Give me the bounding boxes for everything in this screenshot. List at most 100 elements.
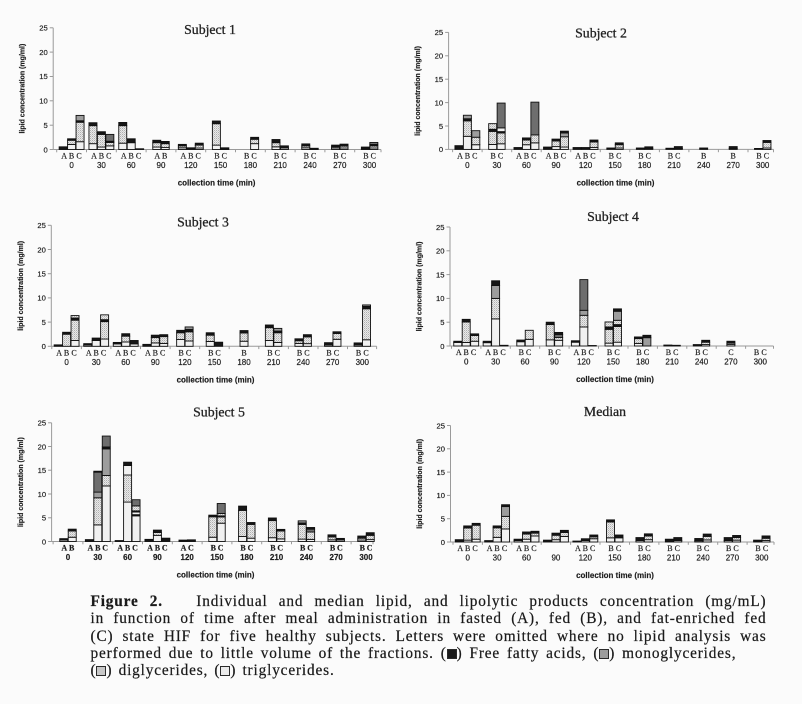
svg-text:270: 270 <box>330 553 344 562</box>
svg-text:240: 240 <box>303 161 317 170</box>
svg-text:A: A <box>61 544 67 553</box>
svg-text:B: B <box>326 348 331 357</box>
svg-text:B: B <box>94 348 99 357</box>
svg-text:B: B <box>493 348 498 357</box>
svg-text:A: A <box>485 348 491 357</box>
svg-text:B: B <box>548 348 553 357</box>
svg-text:B: B <box>179 348 184 357</box>
svg-text:A: A <box>145 348 151 357</box>
svg-text:C: C <box>222 152 227 161</box>
svg-text:0: 0 <box>465 554 470 563</box>
svg-text:30: 30 <box>92 358 101 367</box>
svg-text:C: C <box>645 544 650 553</box>
svg-text:C: C <box>218 544 224 553</box>
svg-text:C: C <box>341 152 346 161</box>
svg-text:150: 150 <box>214 161 228 170</box>
svg-text:C: C <box>248 544 254 553</box>
svg-text:C: C <box>675 151 680 160</box>
svg-text:B: B <box>155 544 161 553</box>
svg-text:C: C <box>102 544 108 553</box>
svg-text:B: B <box>211 544 217 553</box>
svg-text:60: 60 <box>522 161 531 170</box>
svg-text:B: B <box>297 348 302 357</box>
svg-text:B: B <box>300 544 306 553</box>
svg-text:A: A <box>154 152 160 161</box>
svg-text:C: C <box>561 151 566 160</box>
svg-text:120: 120 <box>181 553 195 562</box>
svg-text:300: 300 <box>756 161 770 170</box>
svg-text:5: 5 <box>42 318 46 327</box>
svg-text:C: C <box>703 348 708 357</box>
svg-text:20: 20 <box>435 52 443 61</box>
svg-text:150: 150 <box>208 358 222 367</box>
svg-text:collection time (min): collection time (min) <box>178 179 256 188</box>
svg-text:collection time (min): collection time (min) <box>576 571 654 580</box>
svg-text:10: 10 <box>37 294 45 303</box>
svg-text:A: A <box>61 152 67 161</box>
svg-text:B: B <box>524 151 529 160</box>
svg-text:30: 30 <box>491 358 500 367</box>
svg-text:B: B <box>304 152 309 161</box>
svg-text:A: A <box>181 544 187 553</box>
svg-text:5: 5 <box>440 318 444 327</box>
svg-text:C: C <box>277 544 283 553</box>
svg-text:30: 30 <box>97 161 106 170</box>
svg-text:C: C <box>196 152 201 161</box>
svg-text:30: 30 <box>93 553 102 562</box>
svg-text:5: 5 <box>441 515 445 524</box>
svg-text:C: C <box>160 348 165 357</box>
svg-text:15: 15 <box>437 468 445 477</box>
svg-text:B: B <box>701 151 706 160</box>
svg-text:180: 180 <box>636 358 650 367</box>
svg-text:B: B <box>465 544 470 553</box>
svg-text:B: B <box>69 152 74 161</box>
svg-text:5: 5 <box>42 514 46 523</box>
svg-text:15: 15 <box>39 72 47 81</box>
svg-text:B: B <box>581 348 586 357</box>
svg-text:B: B <box>697 544 702 553</box>
svg-text:C: C <box>186 348 191 357</box>
svg-text:C: C <box>130 348 135 357</box>
svg-text:90: 90 <box>153 553 162 562</box>
svg-text:10: 10 <box>39 97 47 106</box>
svg-text:B: B <box>360 544 366 553</box>
svg-text:B: B <box>274 152 279 161</box>
svg-text:300: 300 <box>363 161 377 170</box>
svg-text:Subject 2: Subject 2 <box>575 26 627 41</box>
svg-text:A: A <box>457 151 463 160</box>
svg-text:B: B <box>667 544 672 553</box>
svg-text:270: 270 <box>326 358 340 367</box>
svg-text:B: B <box>583 151 588 160</box>
svg-text:B: B <box>188 152 193 161</box>
svg-text:150: 150 <box>210 553 224 562</box>
svg-text:25: 25 <box>39 24 47 33</box>
svg-text:Subject 1: Subject 1 <box>184 22 236 37</box>
svg-text:10: 10 <box>38 490 46 499</box>
svg-text:lipid concentration (mg/ml): lipid concentration (mg/ml) <box>417 242 424 332</box>
svg-text:120: 120 <box>577 358 591 367</box>
svg-text:C: C <box>675 544 680 553</box>
svg-text:0: 0 <box>439 145 443 154</box>
svg-text:lipid concentration (mg/ml): lipid concentration (mg/ml) <box>18 241 25 331</box>
svg-text:C: C <box>281 152 286 161</box>
svg-text:B: B <box>731 151 736 160</box>
svg-text:C: C <box>363 348 368 357</box>
svg-text:240: 240 <box>697 161 711 170</box>
svg-text:C: C <box>500 348 505 357</box>
svg-text:B: B <box>695 348 700 357</box>
svg-text:C: C <box>472 151 477 160</box>
svg-text:lipid concentration (mg/ml): lipid concentration (mg/ml) <box>417 439 424 529</box>
svg-text:B: B <box>214 152 219 161</box>
svg-text:B: B <box>208 348 213 357</box>
svg-text:B: B <box>607 348 612 357</box>
svg-text:B: B <box>270 544 276 553</box>
svg-text:C: C <box>251 152 256 161</box>
svg-text:60: 60 <box>521 358 530 367</box>
svg-text:C: C <box>704 544 709 553</box>
svg-text:90: 90 <box>151 358 160 367</box>
svg-text:210: 210 <box>274 161 288 170</box>
svg-text:240: 240 <box>695 358 709 367</box>
svg-text:0: 0 <box>464 358 469 367</box>
svg-text:210: 210 <box>267 358 281 367</box>
svg-text:B: B <box>754 348 759 357</box>
